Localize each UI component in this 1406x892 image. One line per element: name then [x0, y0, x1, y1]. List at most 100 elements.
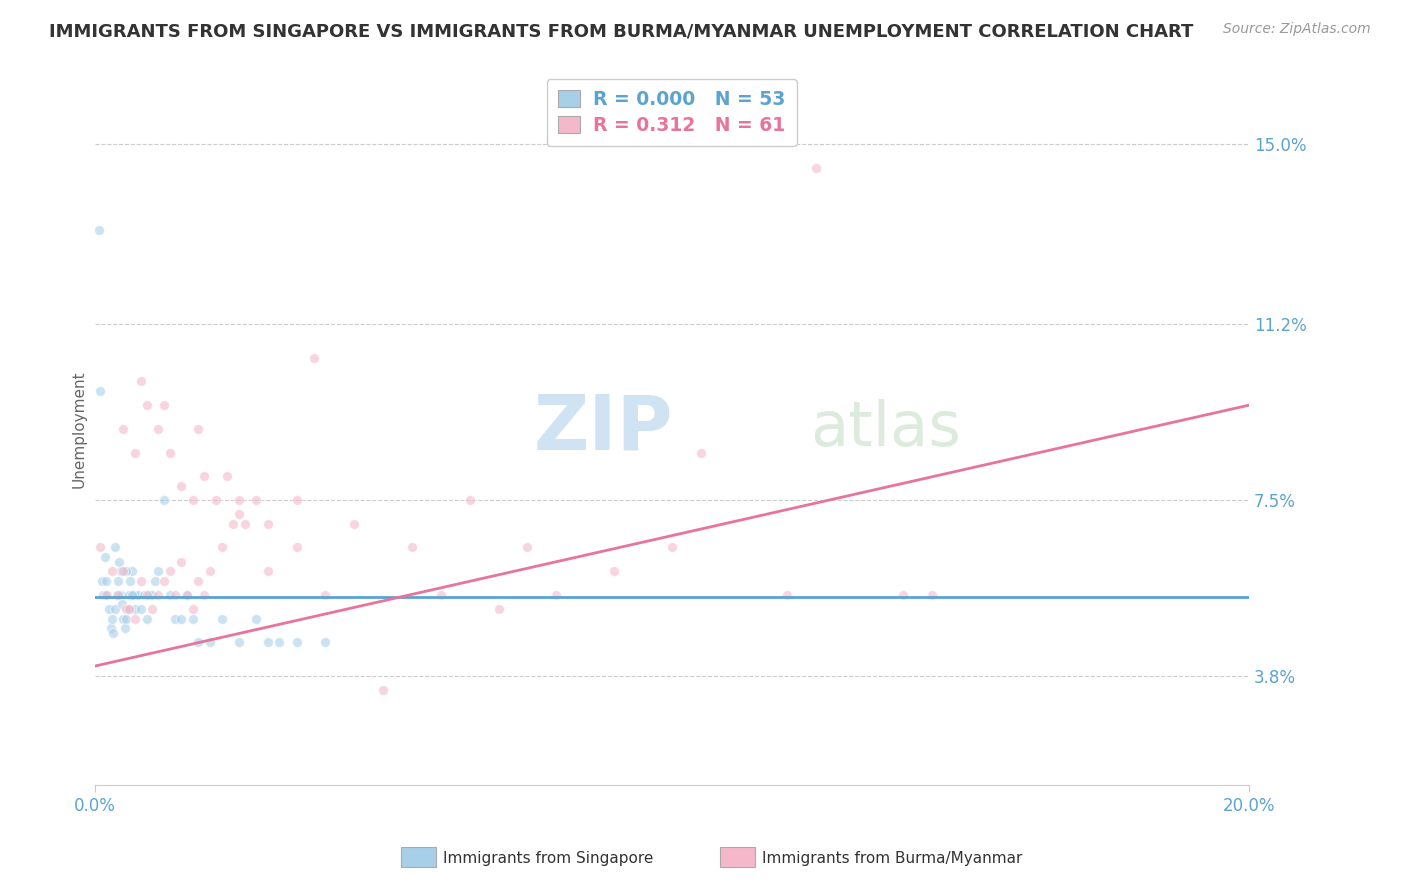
Point [129, 375, 152, 389]
Point [143, 574, 166, 588]
Point [165, 612, 187, 626]
Point [115, 602, 138, 616]
Point [124, 445, 146, 459]
Point [129, 602, 152, 616]
Text: IMMIGRANTS FROM SINGAPORE VS IMMIGRANTS FROM BURMA/MYANMAR UNEMPLOYMENT CORRELAT: IMMIGRANTS FROM SINGAPORE VS IMMIGRANTS … [49, 22, 1194, 40]
Point [228, 493, 250, 508]
Point [153, 493, 176, 508]
Point [94, 574, 117, 588]
Point [89, 541, 111, 555]
Point [132, 588, 155, 602]
Point [107, 588, 129, 602]
Point [187, 635, 209, 649]
Point [101, 612, 124, 626]
Text: ZIP: ZIP [533, 392, 672, 466]
Point [170, 479, 193, 493]
Point [176, 588, 198, 602]
Point [217, 469, 239, 483]
Point [921, 588, 943, 602]
Point [124, 602, 146, 616]
Point [181, 493, 204, 508]
Point [107, 574, 129, 588]
Point [121, 588, 143, 602]
Point [138, 588, 160, 602]
Point [89, 384, 111, 398]
Point [112, 422, 135, 436]
Point [181, 602, 204, 616]
Point [285, 493, 308, 508]
Point [127, 588, 149, 602]
Point [603, 564, 626, 578]
Point [114, 621, 136, 635]
Point [101, 564, 124, 578]
Text: Immigrants from Singapore: Immigrants from Singapore [443, 851, 654, 865]
Point [124, 612, 146, 626]
Point [98, 602, 121, 616]
Point [233, 516, 256, 531]
Point [211, 541, 233, 555]
Text: atlas: atlas [810, 399, 962, 458]
Point [91, 588, 114, 602]
Point [94, 549, 117, 564]
Point [153, 574, 176, 588]
Point [100, 621, 122, 635]
Point [343, 516, 366, 531]
Point [159, 564, 181, 578]
Y-axis label: Unemployment: Unemployment [72, 370, 86, 488]
Point [112, 612, 135, 626]
Point [117, 602, 139, 616]
Point [146, 564, 169, 578]
Point [141, 588, 163, 602]
Point [187, 574, 209, 588]
Point [204, 493, 226, 508]
Point [110, 588, 132, 602]
Point [187, 422, 209, 436]
Point [401, 541, 423, 555]
Point [101, 626, 124, 640]
Point [176, 588, 198, 602]
Point [285, 541, 308, 555]
Point [118, 602, 141, 616]
Point [245, 612, 267, 626]
Point [222, 516, 245, 531]
Point [891, 588, 914, 602]
Point [198, 564, 221, 578]
Point [105, 588, 128, 602]
Point [193, 469, 215, 483]
Point [245, 493, 267, 508]
Point [104, 541, 127, 555]
Point [141, 602, 163, 616]
Point [285, 635, 308, 649]
Point [159, 445, 181, 459]
Legend: R = 0.000   N = 53, R = 0.312   N = 61: R = 0.000 N = 53, R = 0.312 N = 61 [547, 78, 797, 146]
Point [146, 422, 169, 436]
Text: Immigrants from Burma/Myanmar: Immigrants from Burma/Myanmar [762, 851, 1022, 865]
Point [135, 398, 157, 412]
Point [804, 161, 827, 175]
Point [104, 602, 127, 616]
Point [458, 493, 481, 508]
Point [170, 555, 193, 569]
Point [314, 588, 336, 602]
Point [146, 588, 169, 602]
Point [314, 635, 336, 649]
Point [111, 598, 134, 612]
Point [121, 564, 143, 578]
Point [181, 612, 204, 626]
Point [302, 351, 325, 365]
Point [256, 564, 278, 578]
Point [198, 635, 221, 649]
Point [170, 612, 193, 626]
Point [228, 635, 250, 649]
Point [135, 612, 157, 626]
Point [228, 508, 250, 522]
Point [776, 588, 799, 602]
Point [120, 574, 142, 588]
Point [108, 555, 131, 569]
Point [661, 541, 683, 555]
Point [256, 516, 278, 531]
Point [516, 541, 538, 555]
Point [135, 588, 157, 602]
Point [159, 588, 181, 602]
Point [165, 588, 187, 602]
